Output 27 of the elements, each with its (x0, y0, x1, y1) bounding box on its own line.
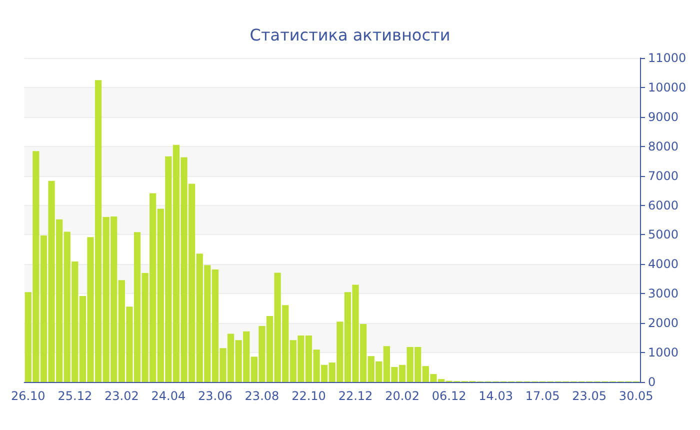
y-tick-label: 9000 (648, 110, 679, 124)
x-tick-label: 23.05 (572, 389, 607, 403)
x-tick-label: 06.12 (432, 389, 466, 403)
y-tick-label: 11000 (648, 51, 686, 65)
x-tick-label: 25.12 (58, 389, 92, 403)
x-tick-label: 26.10 (10, 389, 46, 403)
y-tick-label: 4000 (648, 257, 679, 272)
y-tick-label: 1000 (648, 346, 679, 360)
y-tick-label: 3000 (648, 286, 679, 301)
chart-title: Статистика активности (250, 26, 450, 44)
y-tick-label: 7000 (648, 168, 679, 183)
x-tick-label: 17.05 (525, 389, 560, 403)
x-tick-label: 14.03 (478, 389, 513, 403)
y-tick-label: 0 (648, 375, 656, 389)
y-tick-label: 6000 (648, 198, 679, 212)
x-tick-label: 30.05 (618, 389, 654, 403)
x-tick-label: 23.06 (198, 389, 232, 403)
x-tick-label: 23.02 (104, 389, 139, 403)
x-tick-label: 23.08 (244, 389, 280, 403)
y-tick-label: 2000 (648, 316, 679, 330)
x-tick-label: 20.02 (385, 389, 420, 403)
x-tick-label: 22.12 (338, 389, 373, 403)
x-tick-label: 24.04 (151, 389, 186, 403)
x-tick-label: 22.10 (292, 389, 326, 403)
y-tick-label: 8000 (648, 139, 679, 154)
y-tick-label: 5000 (648, 228, 679, 242)
y-tick-label: 10000 (648, 80, 686, 94)
